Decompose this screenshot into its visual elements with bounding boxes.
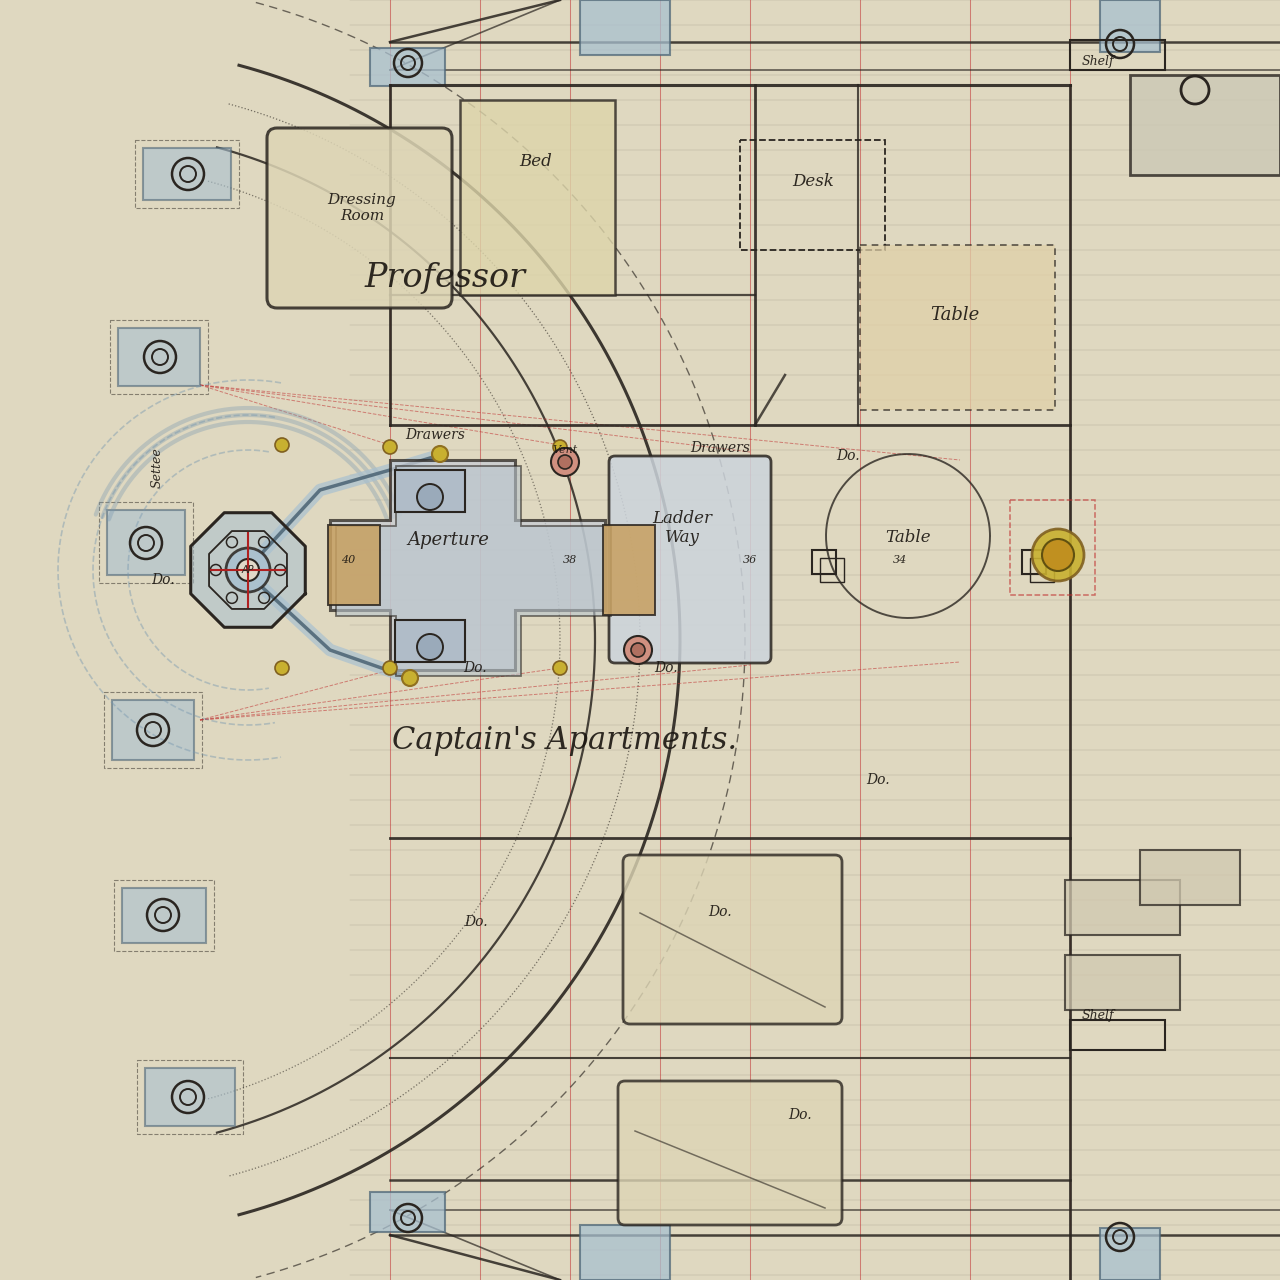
Text: Do.: Do.	[867, 773, 890, 787]
Bar	[143, 148, 230, 200]
Bar	[396, 470, 465, 512]
Bar	[1030, 558, 1053, 582]
Bar	[580, 1225, 669, 1280]
Bar	[1070, 40, 1165, 70]
Text: Do.: Do.	[654, 660, 678, 675]
Bar	[108, 509, 186, 575]
Bar	[1070, 1020, 1165, 1050]
Bar	[145, 1068, 236, 1126]
Bar	[99, 502, 193, 582]
Circle shape	[417, 634, 443, 660]
Circle shape	[1032, 529, 1084, 581]
Bar	[1100, 1228, 1160, 1280]
Bar	[1065, 881, 1180, 934]
Bar	[1140, 850, 1240, 905]
Bar	[137, 1060, 243, 1134]
Bar	[370, 47, 445, 86]
FancyBboxPatch shape	[618, 1082, 842, 1225]
Polygon shape	[330, 460, 605, 669]
Text: 34: 34	[893, 556, 908, 564]
Bar	[110, 320, 207, 394]
Circle shape	[625, 636, 652, 664]
Circle shape	[1042, 539, 1074, 571]
Bar	[118, 328, 200, 387]
Circle shape	[227, 548, 270, 591]
Text: Do.: Do.	[708, 905, 732, 919]
Text: Do.: Do.	[151, 573, 175, 588]
Circle shape	[550, 448, 579, 476]
FancyBboxPatch shape	[623, 855, 842, 1024]
Bar	[603, 525, 655, 614]
Circle shape	[433, 445, 448, 462]
Polygon shape	[335, 466, 611, 676]
Circle shape	[275, 660, 289, 675]
Text: Ladder
Way: Ladder Way	[652, 509, 712, 547]
Bar	[328, 525, 380, 605]
Circle shape	[383, 660, 397, 675]
Circle shape	[383, 440, 397, 454]
Bar	[113, 700, 195, 760]
Text: Do.: Do.	[836, 449, 860, 463]
Text: Settee: Settee	[151, 448, 164, 489]
Text: 40: 40	[340, 556, 355, 564]
FancyBboxPatch shape	[268, 128, 452, 308]
Text: Shelf: Shelf	[1082, 1009, 1115, 1021]
Bar	[1065, 955, 1180, 1010]
Text: Vent: Vent	[553, 445, 577, 454]
Bar	[396, 620, 465, 662]
Text: Desk: Desk	[792, 174, 835, 191]
Circle shape	[631, 643, 645, 657]
FancyBboxPatch shape	[609, 456, 771, 663]
Text: Drawers: Drawers	[690, 442, 750, 454]
Bar	[122, 888, 206, 943]
Bar	[1100, 0, 1160, 52]
Circle shape	[417, 484, 443, 509]
Text: AP: AP	[242, 564, 255, 575]
Circle shape	[275, 438, 289, 452]
Bar	[370, 1192, 445, 1231]
Text: Shelf: Shelf	[1082, 55, 1115, 69]
Bar	[740, 140, 884, 250]
Text: Table: Table	[931, 306, 979, 324]
Polygon shape	[191, 513, 306, 627]
Circle shape	[553, 660, 567, 675]
Text: Captain's Apartments.: Captain's Apartments.	[393, 724, 737, 755]
Circle shape	[402, 669, 419, 686]
Bar	[820, 558, 844, 582]
Text: Dressing
Room: Dressing Room	[328, 193, 397, 223]
Text: Do.: Do.	[465, 915, 488, 929]
Bar	[460, 100, 614, 294]
Text: 38: 38	[563, 556, 577, 564]
Text: Aperture: Aperture	[407, 531, 489, 549]
Bar	[860, 244, 1055, 410]
Text: Professor: Professor	[365, 262, 526, 294]
Circle shape	[553, 440, 567, 454]
Bar	[1021, 550, 1046, 573]
Bar	[134, 140, 239, 207]
Text: Drawers: Drawers	[404, 428, 465, 442]
Text: Bed: Bed	[520, 154, 553, 170]
Bar	[580, 0, 669, 55]
Text: Table: Table	[886, 530, 931, 547]
Circle shape	[558, 454, 572, 468]
Bar	[812, 550, 836, 573]
Bar	[104, 692, 202, 768]
Text: Do.: Do.	[788, 1108, 812, 1123]
Text: Do.: Do.	[463, 660, 486, 675]
Bar	[114, 881, 214, 951]
Bar	[1130, 76, 1280, 175]
Circle shape	[237, 559, 259, 581]
Bar	[1010, 500, 1094, 595]
Text: 36: 36	[742, 556, 758, 564]
